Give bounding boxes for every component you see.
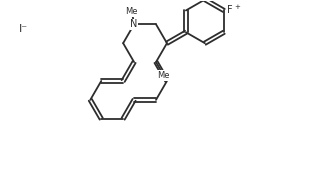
Text: +: +	[234, 5, 240, 10]
Text: F: F	[227, 5, 232, 15]
Text: Me: Me	[158, 71, 170, 80]
Text: Me: Me	[125, 7, 138, 16]
Text: I⁻: I⁻	[19, 25, 28, 34]
Text: N: N	[130, 19, 138, 29]
